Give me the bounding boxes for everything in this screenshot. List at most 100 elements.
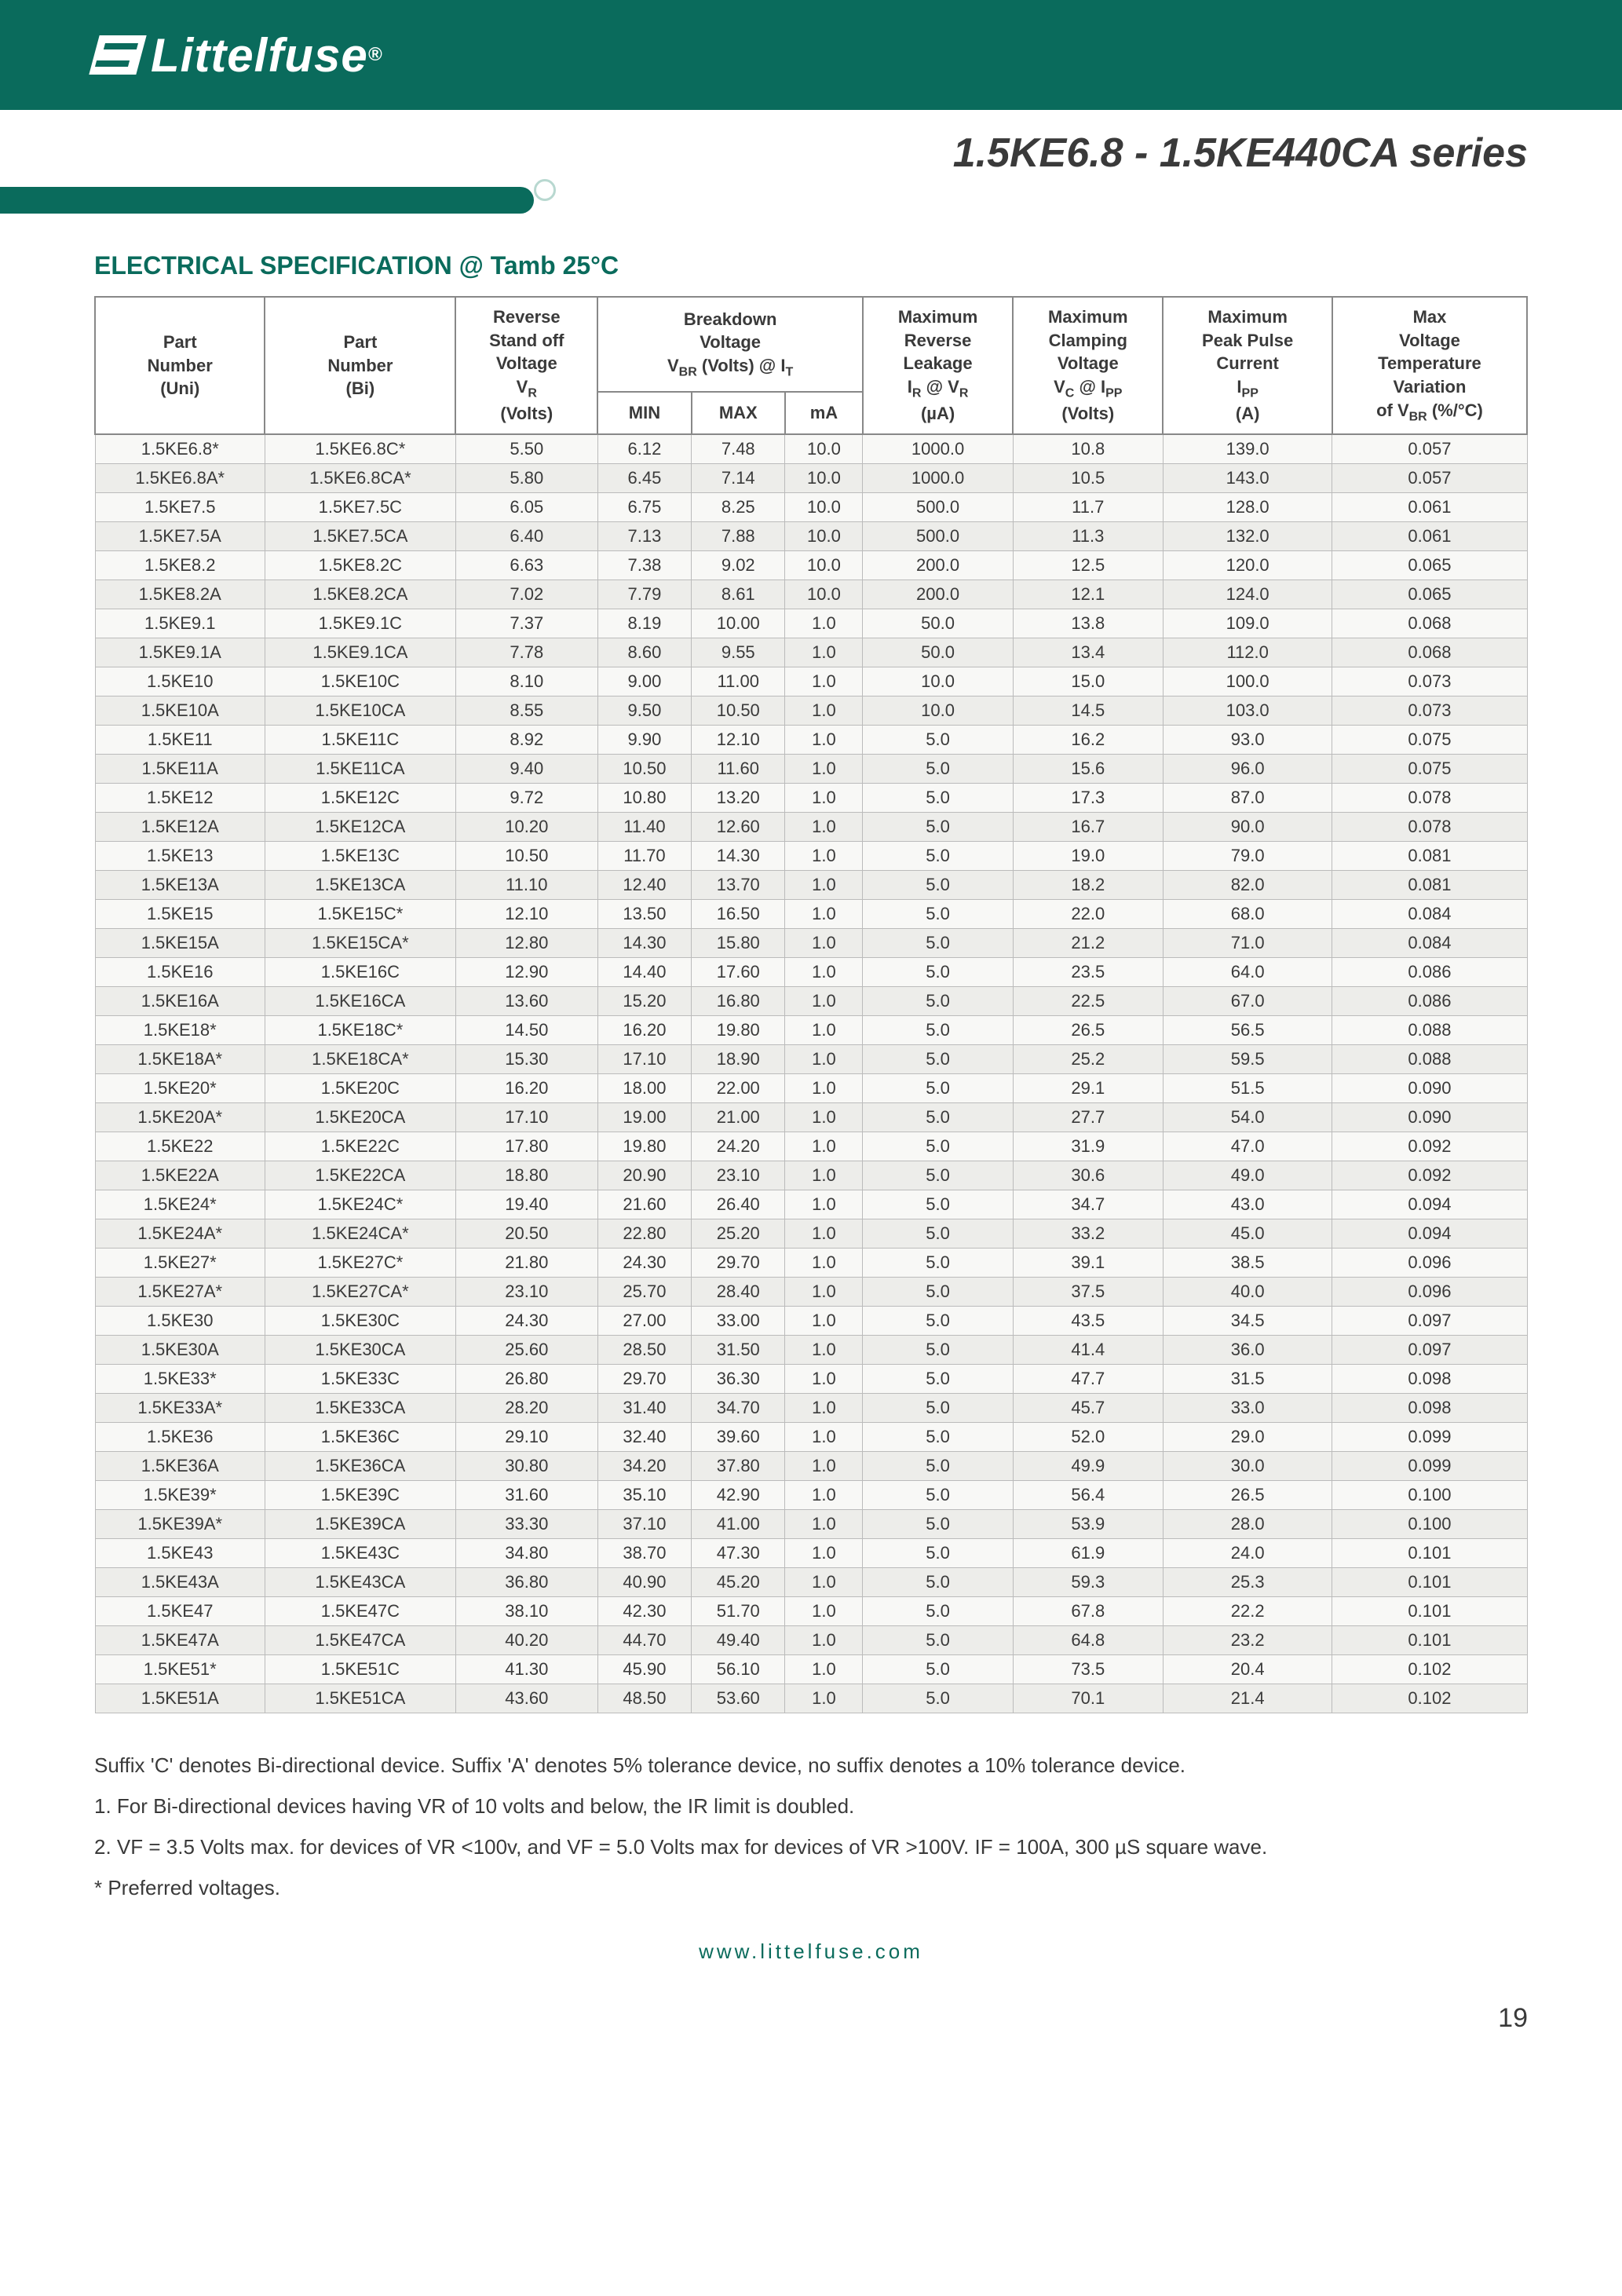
table-cell: 37.10 <box>597 1509 691 1538</box>
table-cell: 41.00 <box>692 1509 785 1538</box>
table-cell: 0.061 <box>1332 492 1527 521</box>
table-cell: 11.3 <box>1013 521 1163 550</box>
table-row: 1.5KE101.5KE10C8.109.0011.001.010.015.01… <box>95 667 1527 696</box>
table-cell: 64.8 <box>1013 1625 1163 1654</box>
table-cell: 1.5KE7.5C <box>265 492 455 521</box>
table-cell: 50.0 <box>863 638 1013 667</box>
table-cell: 20.4 <box>1163 1654 1332 1684</box>
table-cell: 34.70 <box>692 1393 785 1422</box>
col-vbr-group: BreakdownVoltageVBR (Volts) @ IT <box>597 297 863 392</box>
table-cell: 15.30 <box>455 1044 597 1073</box>
table-cell: 0.098 <box>1332 1393 1527 1422</box>
table-cell: 1.5KE36A <box>95 1451 265 1480</box>
table-cell: 0.073 <box>1332 696 1527 725</box>
table-cell: 67.8 <box>1013 1596 1163 1625</box>
table-cell: 31.60 <box>455 1480 597 1509</box>
table-cell: 13.20 <box>692 783 785 812</box>
table-cell: 1.0 <box>785 667 863 696</box>
table-cell: 6.75 <box>597 492 691 521</box>
table-cell: 5.0 <box>863 1480 1013 1509</box>
table-cell: 10.0 <box>785 492 863 521</box>
table-cell: 13.70 <box>692 870 785 899</box>
table-cell: 49.40 <box>692 1625 785 1654</box>
table-cell: 1.5KE43A <box>95 1567 265 1596</box>
table-cell: 5.0 <box>863 1335 1013 1364</box>
table-cell: 7.37 <box>455 609 597 638</box>
table-row: 1.5KE20A*1.5KE20CA17.1019.0021.001.05.02… <box>95 1102 1527 1132</box>
table-cell: 7.79 <box>597 579 691 609</box>
table-cell: 1.5KE30A <box>95 1335 265 1364</box>
table-cell: 1.5KE22C <box>265 1132 455 1161</box>
table-cell: 1.5KE27CA* <box>265 1277 455 1306</box>
table-cell: 14.30 <box>597 928 691 957</box>
table-row: 1.5KE51*1.5KE51C41.3045.9056.101.05.073.… <box>95 1654 1527 1684</box>
table-cell: 9.72 <box>455 783 597 812</box>
table-cell: 22.0 <box>1013 899 1163 928</box>
table-cell: 37.5 <box>1013 1277 1163 1306</box>
table-cell: 1.5KE6.8A* <box>95 463 265 492</box>
table-cell: 33.00 <box>692 1306 785 1335</box>
table-cell: 45.90 <box>597 1654 691 1684</box>
table-cell: 31.9 <box>1013 1132 1163 1161</box>
table-cell: 42.90 <box>692 1480 785 1509</box>
table-cell: 124.0 <box>1163 579 1332 609</box>
table-row: 1.5KE12A1.5KE12CA10.2011.4012.601.05.016… <box>95 812 1527 841</box>
table-cell: 1.5KE18A* <box>95 1044 265 1073</box>
table-cell: 1.5KE10C <box>265 667 455 696</box>
table-cell: 18.00 <box>597 1073 691 1102</box>
table-cell: 1.5KE13A <box>95 870 265 899</box>
table-cell: 30.6 <box>1013 1161 1163 1190</box>
table-cell: 1.5KE24* <box>95 1190 265 1219</box>
table-row: 1.5KE301.5KE30C24.3027.0033.001.05.043.5… <box>95 1306 1527 1335</box>
table-cell: 29.70 <box>692 1248 785 1277</box>
table-cell: 1.0 <box>785 1509 863 1538</box>
table-cell: 16.80 <box>692 986 785 1015</box>
table-cell: 5.0 <box>863 841 1013 870</box>
table-cell: 10.50 <box>692 696 785 725</box>
table-cell: 1.0 <box>785 1422 863 1451</box>
table-cell: 39.60 <box>692 1422 785 1451</box>
table-cell: 17.10 <box>597 1044 691 1073</box>
table-cell: 19.00 <box>597 1102 691 1132</box>
table-cell: 1.5KE11C <box>265 725 455 754</box>
table-cell: 1.5KE6.8C* <box>265 434 455 464</box>
table-cell: 1.5KE30CA <box>265 1335 455 1364</box>
table-cell: 1.5KE20A* <box>95 1102 265 1132</box>
table-cell: 59.5 <box>1163 1044 1332 1073</box>
table-row: 1.5KE27A*1.5KE27CA*23.1025.7028.401.05.0… <box>95 1277 1527 1306</box>
table-cell: 23.2 <box>1163 1625 1332 1654</box>
table-cell: 25.2 <box>1013 1044 1163 1073</box>
table-cell: 8.61 <box>692 579 785 609</box>
table-cell: 1.0 <box>785 696 863 725</box>
table-row: 1.5KE15A1.5KE15CA*12.8014.3015.801.05.02… <box>95 928 1527 957</box>
table-cell: 1.5KE43C <box>265 1538 455 1567</box>
table-cell: 1.0 <box>785 609 863 638</box>
table-cell: 9.50 <box>597 696 691 725</box>
table-cell: 1.5KE8.2A <box>95 579 265 609</box>
table-cell: 5.0 <box>863 1073 1013 1102</box>
table-cell: 1.5KE12CA <box>265 812 455 841</box>
table-cell: 5.0 <box>863 1248 1013 1277</box>
note-3: * Preferred voltages. <box>94 1867 1528 1908</box>
page-header: Littelfuse® 1.5KE6.8 - 1.5KE440CA series <box>0 0 1622 204</box>
table-cell: 1.5KE27C* <box>265 1248 455 1277</box>
table-cell: 0.065 <box>1332 579 1527 609</box>
table-cell: 1.5KE27* <box>95 1248 265 1277</box>
table-row: 1.5KE6.8*1.5KE6.8C*5.506.127.4810.01000.… <box>95 434 1527 464</box>
table-cell: 49.9 <box>1013 1451 1163 1480</box>
table-cell: 1.0 <box>785 1480 863 1509</box>
table-cell: 44.70 <box>597 1625 691 1654</box>
table-cell: 1.5KE8.2C <box>265 550 455 579</box>
table-cell: 6.40 <box>455 521 597 550</box>
table-cell: 1.5KE24CA* <box>265 1219 455 1248</box>
table-header: PartNumber(Uni) PartNumber(Bi) ReverseSt… <box>95 297 1527 434</box>
table-cell: 5.0 <box>863 1102 1013 1132</box>
table-cell: 0.084 <box>1332 928 1527 957</box>
table-cell: 5.0 <box>863 1277 1013 1306</box>
table-row: 1.5KE22A1.5KE22CA18.8020.9023.101.05.030… <box>95 1161 1527 1190</box>
table-cell: 1.5KE10 <box>95 667 265 696</box>
table-cell: 1.0 <box>785 1015 863 1044</box>
table-cell: 38.5 <box>1163 1248 1332 1277</box>
table-cell: 31.5 <box>1163 1364 1332 1393</box>
table-cell: 12.90 <box>455 957 597 986</box>
